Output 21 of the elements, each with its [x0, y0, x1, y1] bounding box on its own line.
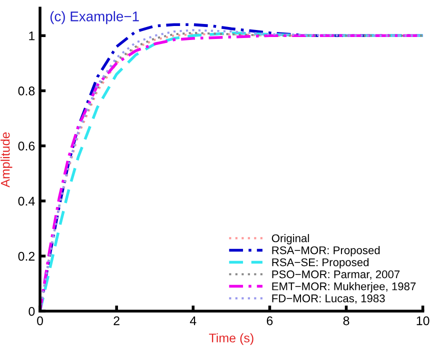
x-tick-label: 4	[190, 316, 196, 326]
x-tick-label: 0	[37, 316, 44, 326]
y-tick-label: 0.4	[18, 196, 35, 206]
y-tick-label: 0.2	[18, 252, 35, 261]
y-tick-label: 1	[29, 32, 35, 40]
legend-label: PSO−MOR: Parmar, 2007	[272, 270, 400, 280]
x-tick-label: 6	[266, 316, 273, 326]
x-axis-title: Time (s)	[209, 333, 254, 345]
legend-label: EMT−MOR: Mukherjee, 1987	[272, 282, 416, 292]
x-tick-label: 2	[114, 316, 120, 326]
x-tick-label: 10	[416, 316, 430, 326]
y-tick-label: 0	[28, 306, 35, 316]
y-tick-label: 0.6	[18, 142, 35, 151]
chart-title: (c) Example−1	[50, 11, 139, 24]
legend-label: Original	[272, 234, 309, 244]
legend-label: RSA−SE: Proposed	[272, 258, 369, 268]
y-axis-title: Amplitude	[0, 132, 12, 188]
legend-label: RSA−MOR: Proposed	[272, 246, 380, 256]
legend-label: FD−MOR: Lucas, 1983	[272, 294, 385, 304]
y-tick-label: 0.8	[18, 86, 35, 96]
x-tick-label: 8	[343, 316, 350, 326]
